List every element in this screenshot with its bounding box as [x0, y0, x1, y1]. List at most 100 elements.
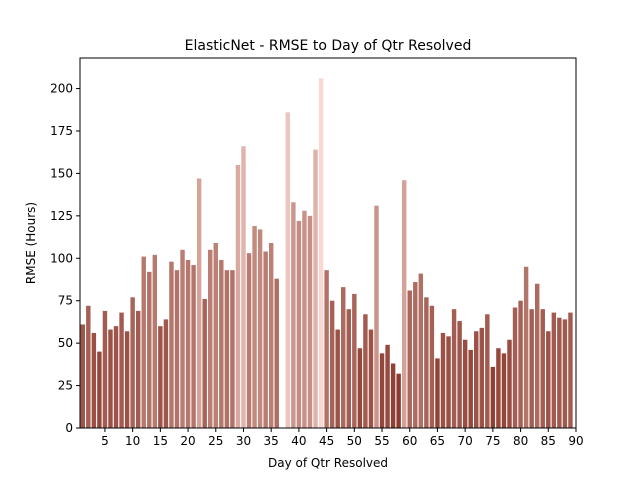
x-tick-label: 80 [513, 434, 528, 448]
bar [562, 319, 568, 428]
x-axis-ticks: 5 10 15 20 25 30 35 40 45 50 55 60 65 70 75 80 85 90 [101, 428, 584, 448]
bar [357, 348, 363, 428]
y-tick-label: 25 [58, 379, 73, 393]
bar [213, 243, 218, 428]
y-tick-label: 125 [50, 209, 73, 223]
bar [329, 300, 335, 428]
bar [296, 220, 302, 428]
bar [119, 312, 124, 428]
bar [235, 164, 241, 428]
bar [224, 270, 230, 428]
x-tick-label: 65 [430, 434, 445, 448]
bar [196, 178, 202, 428]
bar [241, 146, 246, 428]
x-tick-label: 40 [291, 434, 306, 448]
x-tick-label: 25 [208, 434, 223, 448]
bar [302, 210, 307, 428]
bar [374, 205, 379, 428]
bar [401, 180, 407, 428]
bar-series [80, 78, 573, 429]
bar [80, 324, 85, 428]
x-tick-label: 75 [485, 434, 500, 448]
y-tick-label: 175 [50, 124, 73, 138]
bar [424, 297, 429, 428]
bar [274, 278, 279, 428]
bar [141, 256, 146, 428]
x-tick-label: 30 [236, 434, 251, 448]
bar [363, 314, 368, 428]
bar [230, 270, 235, 428]
bar [318, 78, 324, 429]
bar [468, 349, 473, 428]
bar [557, 317, 562, 428]
bar [390, 363, 396, 428]
x-tick-label: 5 [101, 434, 109, 448]
bar [158, 326, 163, 428]
bar [263, 251, 268, 428]
bar [446, 336, 451, 428]
bar [418, 273, 424, 428]
bar [219, 259, 224, 428]
bar [534, 283, 540, 428]
bar [474, 331, 479, 428]
chart-title: ElasticNet - RMSE to Day of Qtr Resolved [185, 38, 472, 54]
plot-frame [79, 57, 577, 429]
y-tick-label: 150 [50, 166, 73, 180]
bar [379, 353, 385, 428]
y-tick-label: 0 [65, 421, 73, 435]
y-axis-ticks: 0 25 50 75 100 125 150 175 200 [50, 82, 80, 435]
y-tick-label: 100 [50, 251, 73, 265]
bar [551, 312, 557, 428]
bar [451, 309, 457, 428]
x-tick-label: 35 [264, 434, 279, 448]
bar [135, 310, 141, 428]
bar [546, 331, 551, 428]
bar [435, 358, 440, 428]
x-tick-label: 20 [180, 434, 195, 448]
y-tick-label: 75 [58, 294, 73, 308]
bar [202, 299, 207, 428]
x-tick-label: 70 [458, 434, 473, 448]
bar [313, 149, 318, 428]
bar [518, 300, 523, 428]
y-axis-label: RMSE (Hours) [24, 202, 38, 284]
bar [147, 271, 152, 428]
y-tick-label: 50 [58, 336, 73, 350]
bar [429, 305, 435, 428]
bar [413, 282, 418, 428]
bar [346, 309, 351, 428]
bar [97, 351, 102, 428]
bar [86, 305, 91, 428]
bar [91, 332, 97, 428]
bar [102, 310, 108, 428]
bar [246, 253, 252, 428]
bar [501, 353, 507, 428]
x-tick-label: 45 [319, 434, 334, 448]
x-tick-label: 50 [347, 434, 362, 448]
bar [169, 261, 174, 428]
bar [568, 312, 573, 428]
bar [268, 243, 274, 428]
x-axis-label: Day of Qtr Resolved [268, 456, 388, 470]
bar [185, 259, 191, 428]
bar [174, 270, 180, 428]
bar [307, 215, 313, 428]
bar [285, 112, 291, 428]
bar [124, 331, 130, 428]
y-tick-label: 200 [50, 82, 73, 96]
bar [335, 329, 340, 428]
bar [462, 339, 468, 428]
bar [440, 332, 446, 428]
bar [352, 293, 357, 428]
bar [324, 270, 329, 428]
bar [208, 249, 213, 428]
bar [130, 297, 135, 428]
bar [496, 348, 501, 428]
x-tick-label: 85 [541, 434, 556, 448]
bar [396, 373, 401, 428]
bar [368, 329, 374, 428]
bar [252, 226, 257, 428]
bar [291, 202, 296, 428]
x-tick-label: 15 [153, 434, 168, 448]
